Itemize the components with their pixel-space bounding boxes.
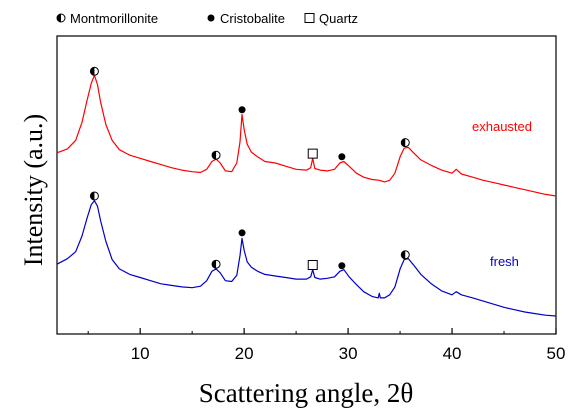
x-axis: 10 20 30 40 50 <box>87 328 566 363</box>
x-tick-label-10: 10 <box>131 344 150 363</box>
filled-circle-marker-10 <box>338 262 346 270</box>
series-label-fresh: fresh <box>490 254 519 269</box>
legend-entry-cristobalite: Cristobalite <box>207 11 285 26</box>
y-axis-title: Intensity (a.u.) <box>19 114 48 266</box>
half-filled-circle-icon <box>56 13 66 23</box>
legend-label-montmorillonite: Montmorillonite <box>70 11 158 26</box>
open-square-marker-9 <box>307 259 318 270</box>
plot-frame <box>56 35 557 335</box>
open-square-icon <box>304 13 315 23</box>
legend-label-cristobalite: Cristobalite <box>220 11 285 26</box>
half-filled-circle-marker-6 <box>89 191 99 201</box>
half-filled-circle-marker-1 <box>211 150 221 160</box>
open-square-marker-3 <box>307 148 318 159</box>
filled-circle-icon <box>207 14 215 22</box>
series-line-fresh <box>56 200 557 317</box>
legend: Montmorillonite Cristobalite Quartz <box>56 11 358 26</box>
half-filled-circle-marker-0 <box>89 66 99 76</box>
x-tick-label-50: 50 <box>547 344 566 363</box>
filled-circle-marker-2 <box>238 106 246 114</box>
filled-circle-marker-8 <box>238 229 246 237</box>
x-tick-label-20: 20 <box>235 344 254 363</box>
half-filled-circle-marker-7 <box>211 259 221 269</box>
series-layer <box>56 74 557 317</box>
half-filled-circle-marker-11 <box>400 250 410 260</box>
series-line-exhausted <box>56 74 557 197</box>
filled-circle-marker-4 <box>338 153 346 161</box>
legend-entry-quartz: Quartz <box>304 11 358 26</box>
peak-annotations <box>89 66 410 270</box>
series-label-exhausted: exhausted <box>472 119 532 134</box>
x-axis-title: Scattering angle, 2θ <box>199 378 414 408</box>
x-tick-label-40: 40 <box>443 344 462 363</box>
x-tick-label-30: 30 <box>339 344 358 363</box>
legend-label-quartz: Quartz <box>319 11 358 26</box>
half-filled-circle-marker-5 <box>400 138 410 148</box>
legend-entry-montmorillonite: Montmorillonite <box>56 11 158 26</box>
